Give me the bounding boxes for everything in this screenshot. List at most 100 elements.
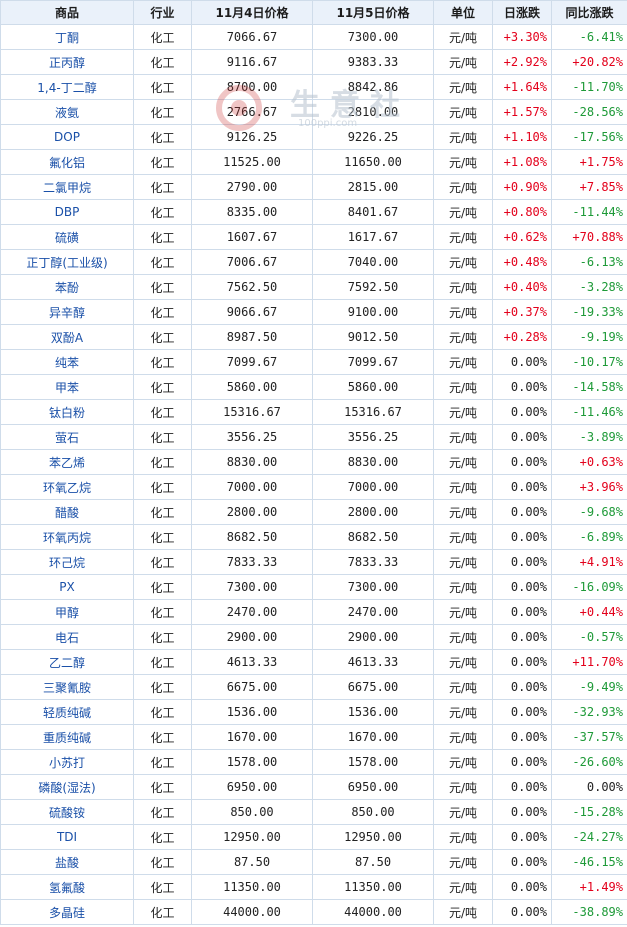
product-link[interactable]: 硫磺 [0, 224, 134, 250]
yoy-change-cell: -16.09% [551, 574, 627, 600]
price-nov5-cell: 2470.00 [312, 599, 434, 625]
product-link[interactable]: 甲苯 [0, 374, 134, 400]
table-row: TDI 化工 12950.00 12950.00 元/吨 0.00% -24.27% [0, 824, 627, 850]
table-row: 双酚A 化工 8987.50 9012.50 元/吨 +0.28% -9.19% [0, 324, 627, 350]
daily-change-cell: 0.00% [492, 874, 552, 900]
price-nov4-cell: 8335.00 [191, 199, 313, 225]
product-link[interactable]: 多晶硅 [0, 899, 134, 925]
table-row: 盐酸 化工 87.50 87.50 元/吨 0.00% -46.15% [0, 849, 627, 875]
daily-change-cell: 0.00% [492, 899, 552, 925]
product-link[interactable]: 双酚A [0, 324, 134, 350]
industry-cell: 化工 [133, 324, 192, 350]
price-nov5-cell: 2815.00 [312, 174, 434, 200]
price-nov5-cell: 7099.67 [312, 349, 434, 375]
product-link[interactable]: TDI [0, 824, 134, 850]
product-link[interactable]: 环己烷 [0, 549, 134, 575]
product-link[interactable]: 三聚氰胺 [0, 674, 134, 700]
product-link[interactable]: 环氧丙烷 [0, 524, 134, 550]
product-link[interactable]: 甲醇 [0, 599, 134, 625]
yoy-change-cell: +0.63% [551, 449, 627, 475]
product-link[interactable]: 苯酚 [0, 274, 134, 300]
table-row: 萤石 化工 3556.25 3556.25 元/吨 0.00% -3.89% [0, 424, 627, 450]
unit-cell: 元/吨 [433, 224, 493, 250]
product-link[interactable]: 小苏打 [0, 749, 134, 775]
product-link[interactable]: 轻质纯碱 [0, 699, 134, 725]
daily-change-cell: 0.00% [492, 824, 552, 850]
price-nov4-cell: 2800.00 [191, 499, 313, 525]
price-nov4-cell: 7000.00 [191, 474, 313, 500]
price-nov4-cell: 2900.00 [191, 624, 313, 650]
product-link[interactable]: 正丙醇 [0, 49, 134, 75]
product-link[interactable]: 盐酸 [0, 849, 134, 875]
unit-cell: 元/吨 [433, 24, 493, 50]
price-nov4-cell: 8682.50 [191, 524, 313, 550]
price-nov5-cell: 1536.00 [312, 699, 434, 725]
industry-cell: 化工 [133, 349, 192, 375]
unit-cell: 元/吨 [433, 324, 493, 350]
unit-cell: 元/吨 [433, 624, 493, 650]
column-header-daily-change: 日涨跌 [492, 0, 552, 25]
product-link[interactable]: 萤石 [0, 424, 134, 450]
product-link[interactable]: 1,4-丁二醇 [0, 74, 134, 100]
price-nov5-cell: 7000.00 [312, 474, 434, 500]
table-row: 1,4-丁二醇 化工 8700.00 8842.86 元/吨 +1.64% -11.70% [0, 74, 627, 100]
industry-cell: 化工 [133, 649, 192, 675]
product-link[interactable]: 磷酸(湿法) [0, 774, 134, 800]
industry-cell: 化工 [133, 824, 192, 850]
price-nov5-cell: 6950.00 [312, 774, 434, 800]
product-link[interactable]: 正丁醇(工业级) [0, 249, 134, 275]
yoy-change-cell: -3.89% [551, 424, 627, 450]
price-nov5-cell: 2900.00 [312, 624, 434, 650]
product-link[interactable]: 异辛醇 [0, 299, 134, 325]
price-nov5-cell: 87.50 [312, 849, 434, 875]
column-header-unit: 单位 [433, 0, 493, 25]
daily-change-cell: 0.00% [492, 424, 552, 450]
daily-change-cell: +2.92% [492, 49, 552, 75]
unit-cell: 元/吨 [433, 174, 493, 200]
table-row: 三聚氰胺 化工 6675.00 6675.00 元/吨 0.00% -9.49% [0, 674, 627, 700]
product-link[interactable]: 丁酮 [0, 24, 134, 50]
industry-cell: 化工 [133, 424, 192, 450]
product-link[interactable]: 电石 [0, 624, 134, 650]
unit-cell: 元/吨 [433, 824, 493, 850]
price-nov4-cell: 6675.00 [191, 674, 313, 700]
product-link[interactable]: DOP [0, 124, 134, 150]
price-nov4-cell: 8987.50 [191, 324, 313, 350]
price-nov4-cell: 1536.00 [191, 699, 313, 725]
product-link[interactable]: 苯乙烯 [0, 449, 134, 475]
product-link[interactable]: 二氯甲烷 [0, 174, 134, 200]
product-link[interactable]: 乙二醇 [0, 649, 134, 675]
product-link[interactable]: 钛白粉 [0, 399, 134, 425]
table-row: 正丁醇(工业级) 化工 7006.67 7040.00 元/吨 +0.48% -6.13% [0, 249, 627, 275]
industry-cell: 化工 [133, 124, 192, 150]
table-row: 丁酮 化工 7066.67 7300.00 元/吨 +3.30% -6.41% [0, 24, 627, 50]
product-link[interactable]: 氟化铝 [0, 149, 134, 175]
table-row: 多晶硅 化工 44000.00 44000.00 元/吨 0.00% -38.89% [0, 899, 627, 925]
industry-cell: 化工 [133, 49, 192, 75]
unit-cell: 元/吨 [433, 99, 493, 125]
product-link[interactable]: 重质纯碱 [0, 724, 134, 750]
price-nov5-cell: 9226.25 [312, 124, 434, 150]
industry-cell: 化工 [133, 524, 192, 550]
yoy-change-cell: -17.56% [551, 124, 627, 150]
unit-cell: 元/吨 [433, 499, 493, 525]
product-link[interactable]: DBP [0, 199, 134, 225]
product-link[interactable]: 硫酸铵 [0, 799, 134, 825]
price-nov4-cell: 850.00 [191, 799, 313, 825]
yoy-change-cell: -15.28% [551, 799, 627, 825]
product-link[interactable]: 液氨 [0, 99, 134, 125]
product-link[interactable]: 醋酸 [0, 499, 134, 525]
daily-change-cell: 0.00% [492, 574, 552, 600]
industry-cell: 化工 [133, 599, 192, 625]
daily-change-cell: 0.00% [492, 499, 552, 525]
product-link[interactable]: PX [0, 574, 134, 600]
price-nov5-cell: 2810.00 [312, 99, 434, 125]
column-header-price-nov5: 11月5日价格 [312, 0, 434, 25]
table-row: 乙二醇 化工 4613.33 4613.33 元/吨 0.00% +11.70% [0, 649, 627, 675]
product-link[interactable]: 氢氟酸 [0, 874, 134, 900]
price-nov4-cell: 9126.25 [191, 124, 313, 150]
table-row: DOP 化工 9126.25 9226.25 元/吨 +1.10% -17.56% [0, 124, 627, 150]
product-link[interactable]: 环氧乙烷 [0, 474, 134, 500]
yoy-change-cell: -10.17% [551, 349, 627, 375]
product-link[interactable]: 纯苯 [0, 349, 134, 375]
